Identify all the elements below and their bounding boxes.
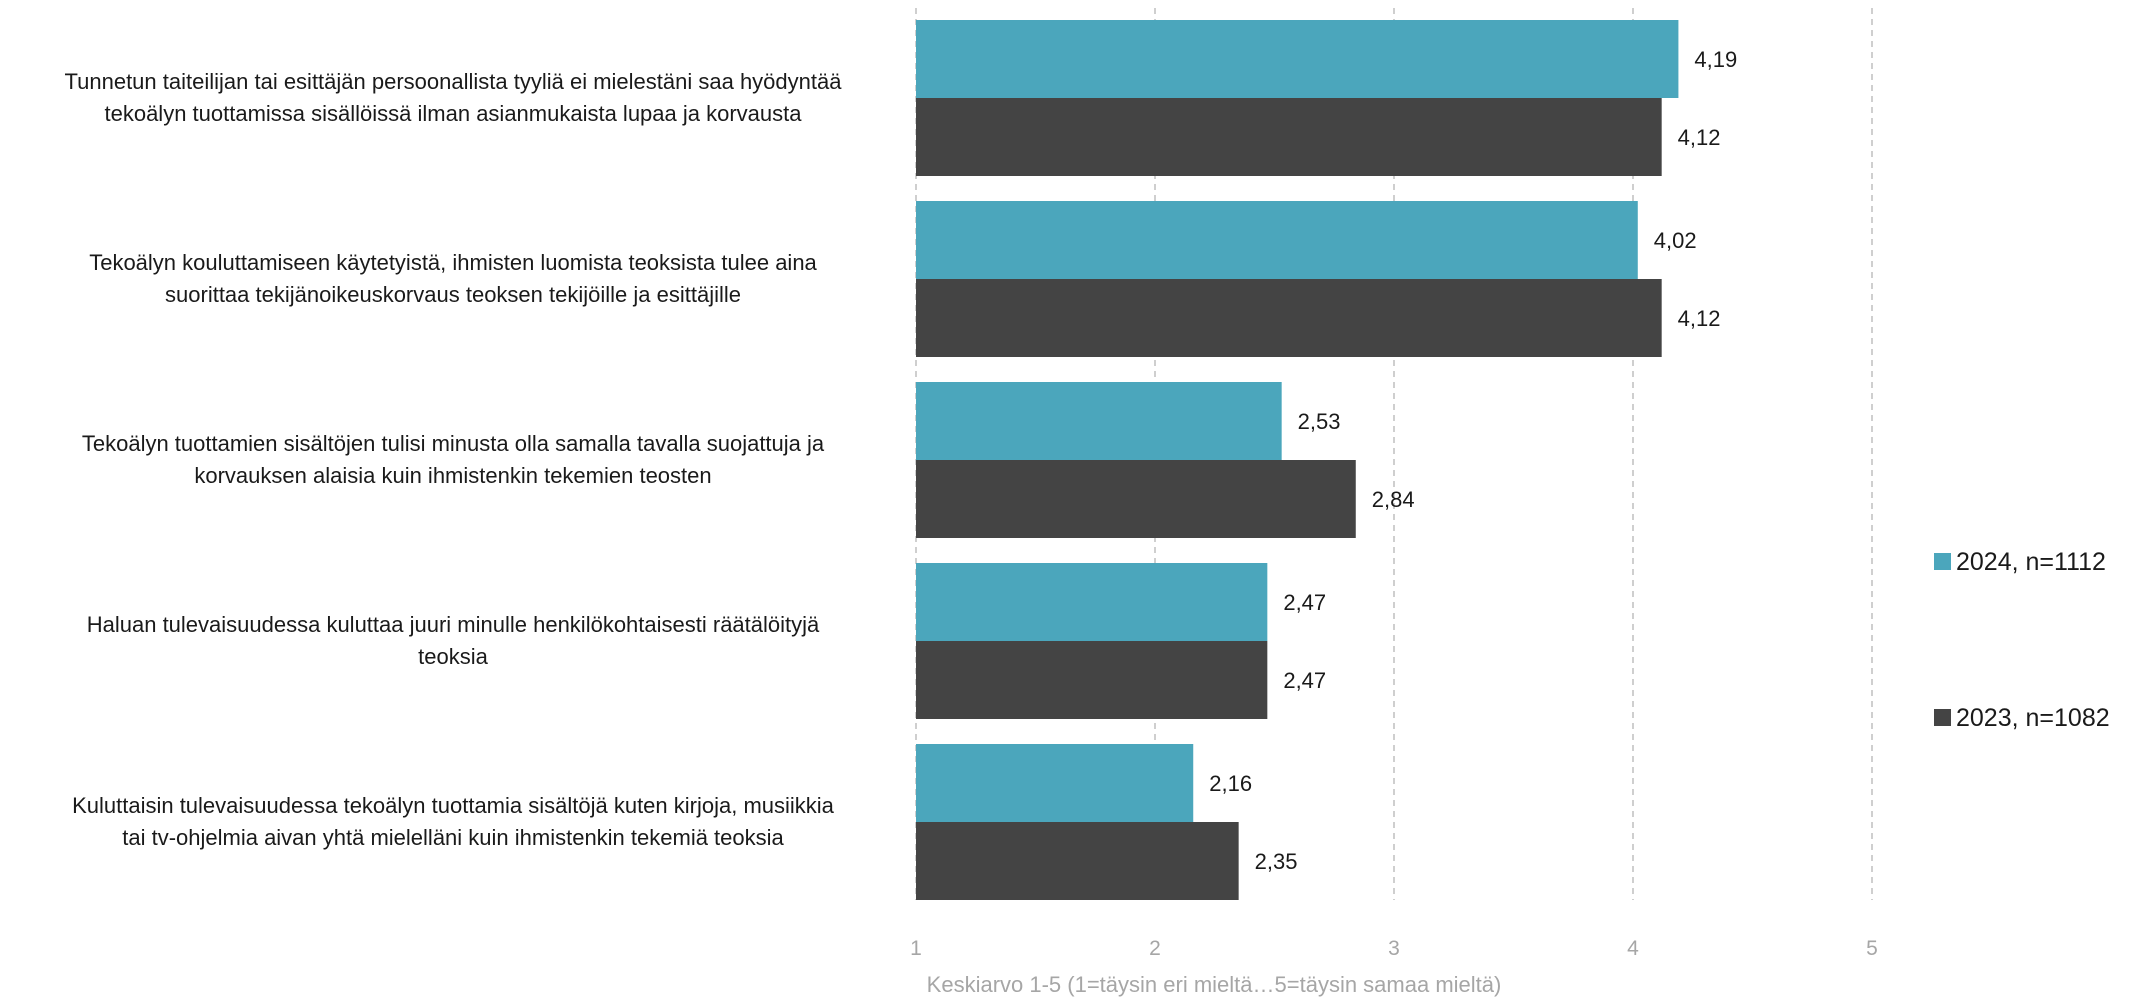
data-label-2024-3: 2,53 (1298, 409, 1341, 434)
bar-2024-2 (916, 201, 1638, 279)
bar-2024-5 (916, 744, 1194, 822)
x-axis-title: Keskiarvo 1-5 (1=täysin eri mieltä…5=täy… (927, 972, 1502, 997)
data-label-2024-4: 2,47 (1283, 590, 1326, 615)
legend: 2024, n=1112 2023, n=1082 (1934, 548, 2110, 732)
x-axis-ticks: 1 2 3 4 5 (910, 937, 1878, 960)
category-label-5: Kuluttaisin tulevaisuudessa tekoälyn tuo… (72, 793, 835, 850)
data-label-2023-3: 2,84 (1372, 487, 1415, 512)
category-labels: Tunnetun taiteilijan tai esittäjän perso… (65, 69, 843, 850)
bar-2023-3 (916, 460, 1356, 538)
legend-label-2023: 2023, n=1082 (1956, 704, 2110, 732)
legend-swatch-2024 (1934, 553, 1951, 570)
data-label-2024-5: 2,16 (1209, 771, 1252, 796)
data-label-2023-5: 2,35 (1255, 849, 1298, 874)
x-tick-label-2: 2 (1149, 937, 1161, 960)
legend-swatch-2023 (1934, 709, 1951, 726)
category-label-4: Haluan tulevaisuudessa kuluttaa juuri mi… (87, 612, 820, 669)
x-tick-label-5: 5 (1866, 937, 1878, 960)
bars: 4,19 4,12 4,02 4,12 2,53 2,84 2,47 2,47 2,16 2,35 (916, 20, 1737, 900)
bar-2024-1 (916, 20, 1679, 98)
category-label-2: Tekoälyn kouluttamiseen käytetyistä, ihm… (89, 250, 817, 307)
bar-2023-2 (916, 279, 1662, 357)
category-label-3: Tekoälyn tuottamien sisältöjen tulisi mi… (82, 431, 825, 488)
data-label-2023-2: 4,12 (1678, 306, 1721, 331)
data-label-2024-1: 4,19 (1694, 47, 1737, 72)
data-label-2023-1: 4,12 (1678, 125, 1721, 150)
bar-2023-1 (916, 98, 1662, 176)
category-label-1: Tunnetun taiteilijan tai esittäjän perso… (65, 69, 843, 126)
bar-2024-4 (916, 563, 1268, 641)
bar-2023-5 (916, 822, 1239, 900)
data-label-2024-2: 4,02 (1654, 228, 1697, 253)
legend-label-2024: 2024, n=1112 (1956, 548, 2106, 576)
data-label-2023-4: 2,47 (1283, 668, 1326, 693)
bar-2023-4 (916, 641, 1268, 719)
x-tick-label-1: 1 (910, 937, 922, 960)
x-tick-label-4: 4 (1627, 937, 1639, 960)
bar-2024-3 (916, 382, 1282, 460)
x-tick-label-3: 3 (1388, 937, 1400, 960)
